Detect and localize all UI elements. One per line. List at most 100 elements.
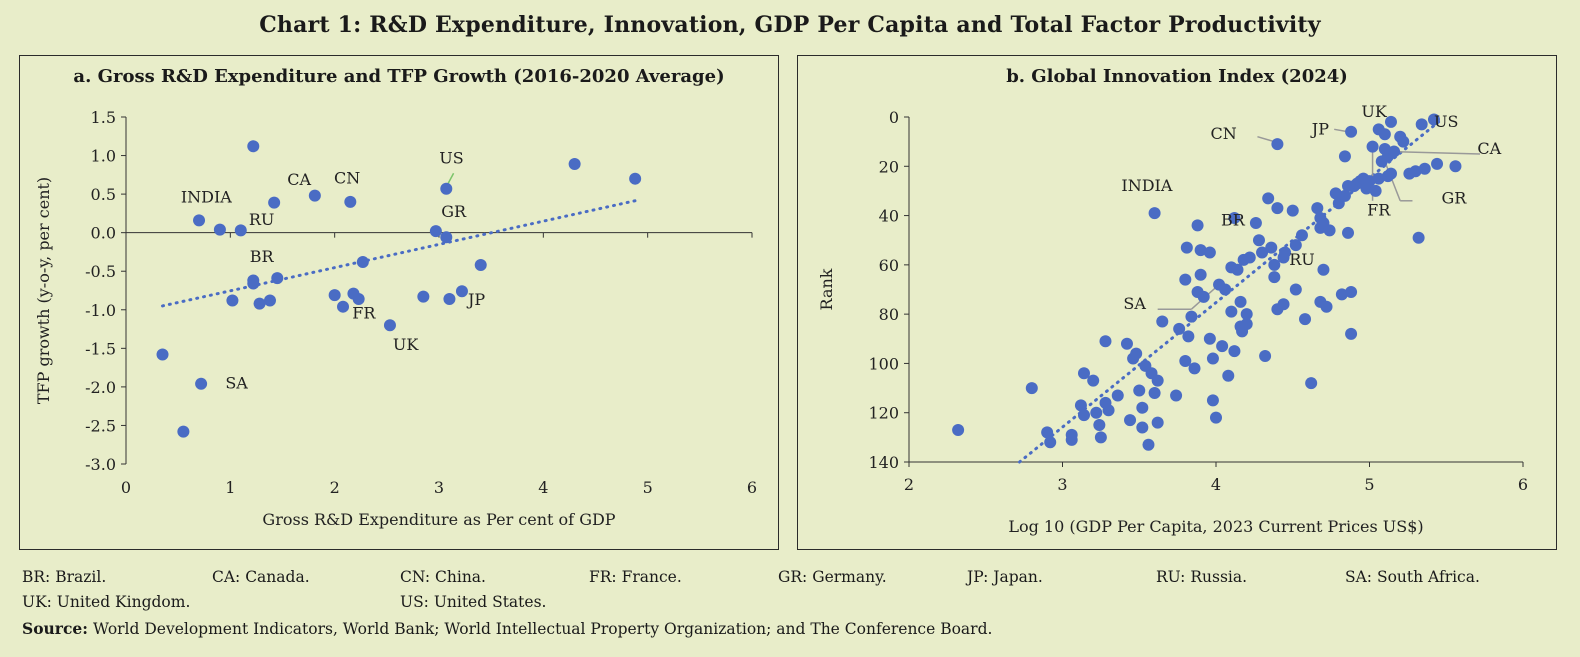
b-data-point [1099, 335, 1112, 348]
b-y-tick-label: 20 [879, 157, 899, 176]
b-data-point [1111, 389, 1124, 402]
main-title: Chart 1: R&D Expenditure, Innovation, GD… [259, 12, 1321, 38]
b-data-point [1222, 369, 1235, 382]
a-data-point [429, 225, 442, 238]
b-x-axis-title: Log 10 (GDP Per Capita, 2023 Current Pri… [1008, 517, 1423, 536]
b-data-point [1305, 377, 1318, 390]
abbr-sa: SA: South Africa. [1345, 568, 1480, 586]
a-y-tick-label: 1.0 [91, 147, 116, 166]
b-data-point [1191, 219, 1204, 232]
b-data-point [1203, 246, 1216, 259]
a-point-label: FR [352, 303, 376, 322]
b-data-point [1369, 184, 1382, 197]
abbr-gr: GR: Germany. [778, 568, 887, 586]
abbr-cn: CN: China. [400, 568, 486, 586]
b-data-point [1182, 330, 1195, 343]
b-data-point [1342, 226, 1355, 239]
a-point-label: UK [393, 335, 419, 354]
a-y-axis-title: TFP growth (y-o-y, per cent) [34, 177, 53, 404]
b-point-label: JP [1310, 119, 1329, 138]
b-y-tick-label: 0 [889, 108, 899, 127]
b-data-point [1179, 273, 1192, 286]
b-point-label: BR [1221, 210, 1246, 229]
b-data-point [1093, 419, 1106, 432]
b-data-point [1372, 172, 1385, 185]
b-data-point [1363, 175, 1376, 188]
a-data-point [417, 290, 430, 303]
a-data-point [474, 259, 487, 272]
a-x-tick-label: 5 [643, 478, 653, 497]
b-label-leader [1257, 135, 1275, 143]
b-data-point [1338, 150, 1351, 163]
b-data-point [1090, 406, 1103, 419]
a-data-point [629, 172, 642, 185]
a-point-label: US [439, 148, 463, 167]
a-data-point [226, 294, 239, 307]
b-data-point [1256, 246, 1269, 259]
b-data-point [1074, 399, 1087, 412]
a-x-axis-title: Gross R&D Expenditure as Per cent of GDP [262, 510, 615, 529]
a-point-label: JP [466, 290, 485, 309]
a-data-point [156, 348, 169, 361]
b-data-point [1378, 128, 1391, 141]
b-data-point [1240, 318, 1253, 330]
b-data-point [1210, 411, 1222, 424]
a-y-tick-label: -1.5 [85, 339, 116, 358]
b-data-point [1130, 347, 1143, 360]
abbr-us: US: United States. [400, 593, 547, 611]
b-data-point [1311, 202, 1324, 215]
b-data-point [1427, 113, 1440, 126]
b-data-point [1249, 216, 1262, 229]
b-point-label: UK [1361, 102, 1387, 121]
b-data-point [1087, 374, 1100, 387]
b-data-point [1219, 283, 1232, 296]
a-y-tick-label: -3.0 [85, 455, 116, 474]
b-label-leader [1387, 150, 1481, 155]
b-data-point [1077, 409, 1090, 422]
a-x-tick-label: 3 [434, 478, 444, 497]
b-data-point [1384, 115, 1397, 128]
a-data-point [213, 223, 226, 236]
a-y-tick-label: 0.5 [91, 185, 116, 204]
b-label-leader [1384, 161, 1401, 202]
b-data-point [1102, 404, 1115, 417]
b-point-label: FR [1367, 201, 1391, 220]
a-data-point [253, 297, 266, 310]
a-data-point [383, 319, 396, 332]
b-data-point [1136, 421, 1149, 434]
b-data-point [1228, 345, 1241, 358]
b-data-point [1299, 313, 1312, 326]
abbr-uk: UK: United Kingdom. [22, 593, 191, 611]
source-text: World Development Indicators, World Bank… [92, 620, 993, 638]
b-data-point [1252, 234, 1265, 247]
a-data-point [328, 289, 341, 302]
b-data-point [1286, 204, 1299, 217]
b-data-point [1265, 241, 1278, 254]
a-data-point [247, 277, 260, 290]
a-x-tick-label: 6 [747, 478, 757, 497]
a-y-tick-label: -2.0 [85, 378, 116, 397]
b-point-label: CA [1477, 139, 1501, 158]
a-x-tick-label: 2 [330, 478, 340, 497]
b-data-point [1259, 350, 1272, 363]
a-point-label: BR [250, 247, 275, 266]
b-data-point [1366, 140, 1379, 153]
b-x-tick-label: 4 [1211, 475, 1221, 494]
a-trendline [161, 198, 639, 308]
b-data-point [1094, 431, 1107, 444]
b-data-point [1185, 310, 1198, 323]
chart-b-svg: 0 20 40 60 80 100 120 140 2 3 4 5 6 CN JP UK US CA GR FR IND… [817, 102, 1528, 536]
b-data-point [1271, 138, 1284, 151]
a-point-label: CA [287, 170, 311, 189]
a-data-point [234, 224, 247, 237]
b-data-point [1197, 290, 1210, 303]
chart-a-svg: 1.5 1.0 0.5 0.0 -0.5 -1.0 -1.5 -2.0 -2.5 -3.0 0 1 2 3… [34, 108, 757, 529]
b-data-point [1289, 283, 1302, 296]
a-data-point [455, 285, 468, 298]
b-data-point [1345, 327, 1358, 340]
a-data-point [271, 272, 284, 285]
b-data-point [1206, 394, 1219, 407]
b-data-point [1173, 322, 1186, 335]
b-data-point [1329, 187, 1342, 200]
b-data-point [1262, 192, 1275, 205]
